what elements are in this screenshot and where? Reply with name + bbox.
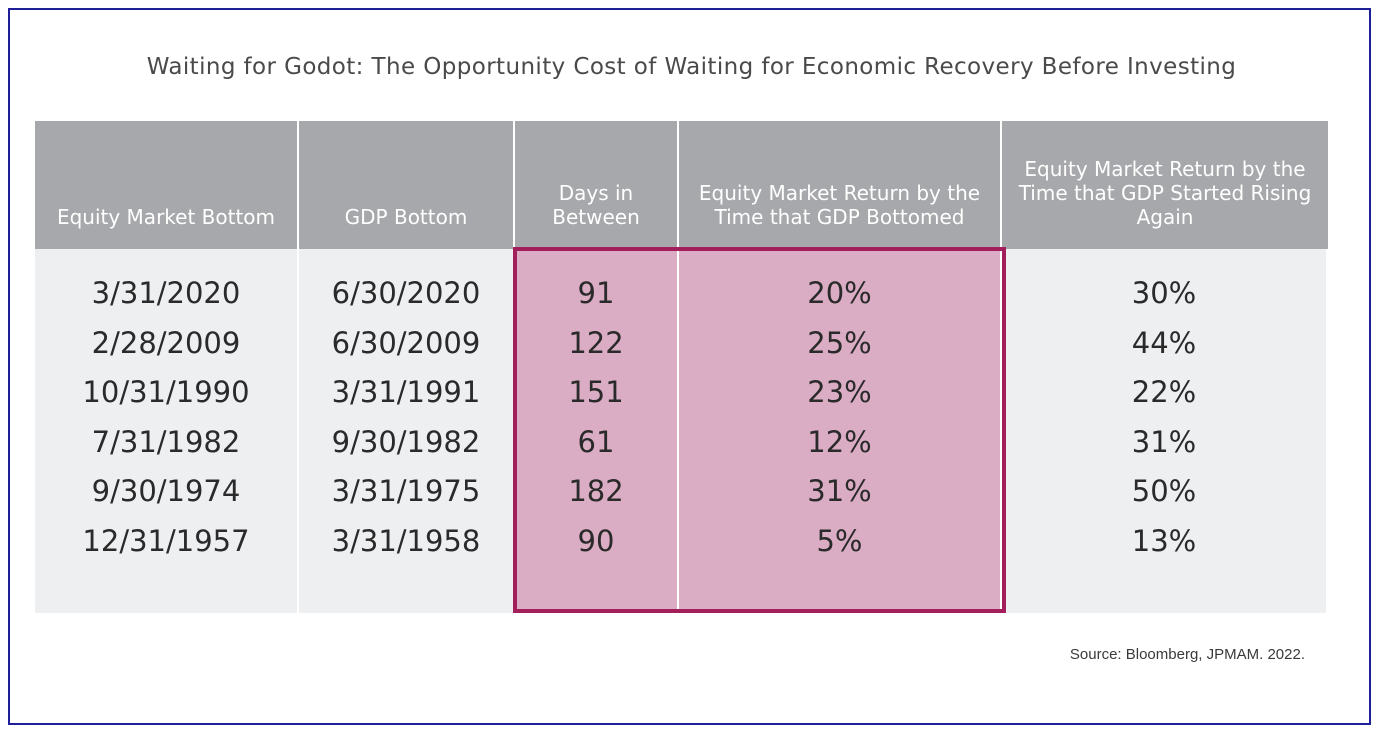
table-cell: 22% — [1131, 375, 1197, 410]
column-header-return-gdp-bottomed: Equity Market Return by the Time that GD… — [679, 121, 1002, 249]
table-cell: 3/31/1991 — [331, 375, 481, 410]
table-cell: 20% — [807, 276, 872, 310]
table-cell: 122 — [568, 325, 624, 360]
table-cell: 23% — [807, 375, 872, 410]
table-cell: 9/30/1982 — [331, 424, 481, 459]
table-cell: 3/31/1975 — [331, 474, 481, 509]
table-cell: 25% — [807, 325, 872, 360]
column-header-equity-bottom: Equity Market Bottom — [35, 121, 299, 249]
table-cell: 10/31/1990 — [82, 375, 250, 410]
data-table: Equity Market Bottom GDP Bottom Days in … — [35, 121, 1328, 613]
table-cell: 2/28/2009 — [91, 325, 241, 360]
column-equity-bottom: 3/31/2020 2/28/2009 10/31/1990 7/31/1982… — [35, 249, 299, 613]
table-cell: 31% — [1131, 424, 1197, 459]
page-title: Waiting for Godot: The Opportunity Cost … — [146, 54, 1237, 80]
document-frame: Waiting for Godot: The Opportunity Cost … — [8, 8, 1371, 725]
column-gdp-bottom: 6/30/2020 6/30/2009 3/31/1991 9/30/1982 … — [299, 249, 515, 613]
table-cell: 9/30/1974 — [91, 474, 241, 509]
table-cell: 3/31/1958 — [331, 523, 481, 558]
table-cell: 7/31/1982 — [91, 424, 241, 459]
table-cell: 50% — [1131, 474, 1197, 509]
table-cell: 61 — [577, 424, 615, 459]
table-cell: 30% — [1131, 276, 1197, 310]
column-return-gdp-rising: 30% 44% 22% 31% 50% 13% — [1002, 249, 1328, 613]
table-cell: 6/30/2009 — [331, 325, 481, 360]
table-cell: 151 — [568, 375, 624, 410]
table-cell: 5% — [816, 523, 863, 558]
table-cell: 44% — [1131, 325, 1197, 360]
table-cell: 31% — [807, 474, 872, 509]
table-cell: 91 — [577, 276, 615, 310]
table-cell: 13% — [1131, 523, 1197, 558]
table-body: 3/31/2020 2/28/2009 10/31/1990 7/31/1982… — [35, 247, 1328, 613]
table-header: Equity Market Bottom GDP Bottom Days in … — [35, 121, 1328, 249]
table-cell: 12% — [807, 424, 872, 459]
column-return-gdp-bottomed: 20% 25% 23% 12% 31% 5% — [679, 249, 1002, 613]
column-header-gdp-bottom: GDP Bottom — [299, 121, 515, 249]
column-header-days-between: Days in Between — [515, 121, 679, 249]
source-note: Source: Bloomberg, JPMAM. 2022. — [1069, 646, 1305, 663]
table-cell: 3/31/2020 — [91, 276, 241, 310]
column-header-return-gdp-rising: Equity Market Return by the Time that GD… — [1018, 157, 1312, 229]
table-cell: 182 — [568, 474, 624, 509]
table-cell: 90 — [577, 523, 615, 558]
table-cell: 12/31/1957 — [82, 523, 250, 558]
column-days-between: 91 122 151 61 182 90 — [515, 249, 679, 613]
table-cell: 6/30/2020 — [331, 276, 481, 310]
